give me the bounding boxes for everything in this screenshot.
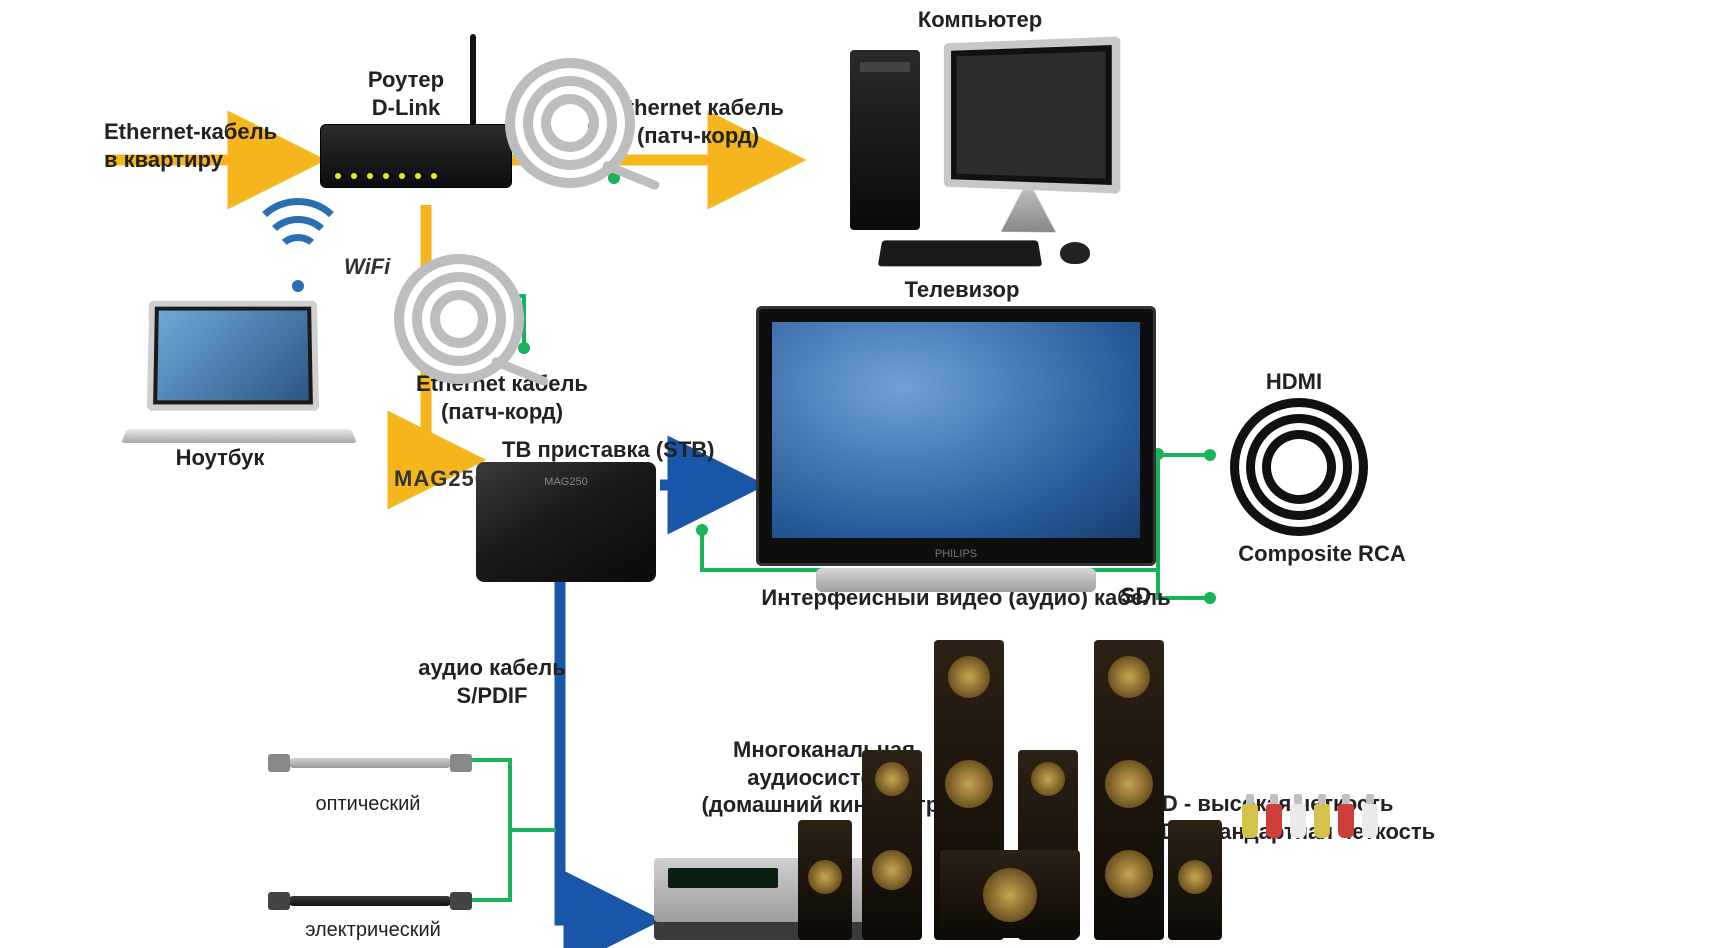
mag-logo-text: MAG250 [394, 466, 488, 491]
label-computer: Компьютер [880, 6, 1080, 34]
ethernet-coil-1 [505, 58, 635, 188]
label-laptop: Ноутбук [150, 444, 290, 472]
ethernet-coil-2 [394, 254, 524, 384]
wifi-text: WiFi [344, 254, 390, 280]
laptop-device [128, 300, 348, 440]
label-sd: SD [1106, 582, 1166, 610]
desktop-pc-device [850, 40, 1150, 280]
label-rca: Composite RCA [1222, 540, 1422, 568]
wifi-icon: WiFi [258, 240, 338, 300]
label-hdmi: HDMI [1234, 368, 1354, 396]
tv-device: PHILIPS [756, 306, 1156, 566]
rca-cable [1236, 738, 1386, 838]
spdif-electrical-cable [288, 896, 452, 906]
spdif-optical-cable [288, 758, 452, 768]
green-dot [696, 524, 708, 536]
label-router: Роутер D-Link [346, 66, 466, 121]
label-spdif: аудио кабель S/PDIF [402, 654, 582, 709]
router-device [320, 124, 512, 188]
green-dot [1204, 592, 1216, 604]
tv-brand: PHILIPS [935, 548, 977, 560]
stb-device [476, 462, 656, 582]
label-optical: оптический [288, 792, 448, 817]
label-ethernet-in: Ethernet-кабель в квартиру [104, 118, 324, 173]
green-line-spdif-join [460, 760, 510, 900]
home-theater [640, 640, 1200, 948]
arrow-stb-to-audio [560, 562, 646, 920]
green-dot [1204, 449, 1216, 461]
label-tv: Телевизор [862, 276, 1062, 304]
label-stb: ТВ приставка (STB) [502, 436, 742, 464]
hdmi-cable [1230, 398, 1368, 536]
label-electrical: электрический [288, 918, 458, 943]
